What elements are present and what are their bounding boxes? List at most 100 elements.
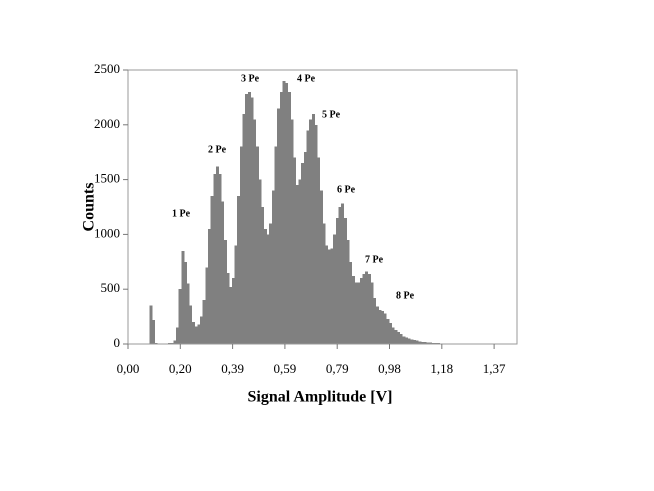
bar — [173, 340, 177, 344]
peak-annotation: 6 Pe — [337, 184, 356, 195]
bar — [431, 342, 435, 344]
plot-frame — [127, 69, 518, 345]
bar — [245, 94, 249, 344]
bar — [383, 313, 387, 344]
bar — [397, 331, 401, 344]
bar — [330, 248, 334, 344]
bar — [231, 278, 235, 344]
bar — [213, 174, 217, 344]
bar — [223, 239, 227, 344]
bar — [319, 190, 323, 344]
bar — [290, 119, 294, 344]
bar — [365, 271, 369, 344]
bar — [394, 329, 398, 344]
bar — [335, 217, 339, 344]
bar — [426, 342, 430, 344]
bar — [255, 146, 259, 344]
bar — [229, 287, 233, 344]
bar — [295, 185, 299, 344]
bar — [210, 196, 214, 344]
bar — [367, 273, 371, 344]
bar — [247, 91, 251, 344]
bar — [415, 340, 419, 344]
bar — [149, 305, 153, 344]
bar — [261, 207, 265, 344]
bar — [207, 228, 211, 344]
bar — [381, 311, 385, 344]
bar — [357, 282, 361, 344]
y-tick-label: 2000 — [94, 116, 120, 131]
bar — [391, 327, 395, 344]
bar — [314, 124, 318, 344]
bar — [407, 338, 411, 344]
bar — [239, 146, 243, 344]
bar — [242, 113, 246, 344]
bar — [402, 336, 406, 344]
peak-annotation: 1 Pe — [172, 208, 191, 219]
bar — [311, 113, 315, 344]
peak-annotation: 8 Pe — [396, 290, 415, 301]
bar — [274, 146, 278, 344]
bar — [237, 196, 241, 344]
bar — [346, 239, 350, 344]
x-tick-label: 0,39 — [221, 361, 244, 376]
bar — [386, 318, 390, 344]
x-tick-label: 0,00 — [117, 361, 140, 376]
x-tick-label: 0,79 — [326, 361, 349, 376]
x-tick-label: 0,59 — [274, 361, 297, 376]
bar — [215, 166, 219, 344]
peak-annotation: 5 Pe — [322, 109, 341, 120]
bar — [277, 108, 281, 344]
bar — [282, 80, 286, 345]
bar — [191, 322, 195, 344]
bar — [154, 342, 158, 344]
bar — [285, 83, 289, 344]
bar — [306, 130, 310, 344]
bar — [205, 267, 209, 344]
x-tick-label: 1,18 — [430, 361, 453, 376]
bar — [258, 179, 262, 344]
bar — [298, 179, 302, 344]
x-axis-title: Signal Amplitude [V] — [248, 389, 393, 406]
bar — [250, 97, 254, 345]
bar — [269, 223, 273, 344]
bar — [189, 305, 193, 344]
x-tick-label: 0,98 — [378, 361, 401, 376]
x-tick-label: 0,20 — [169, 361, 192, 376]
bar — [279, 91, 283, 344]
bar — [197, 324, 201, 344]
bar — [309, 119, 313, 344]
bar — [194, 326, 198, 344]
bar — [221, 201, 225, 344]
x-tick-label: 1,37 — [483, 361, 506, 376]
bar — [175, 327, 179, 344]
bar — [181, 250, 185, 344]
y-tick-label: 1500 — [94, 171, 120, 186]
y-tick-label: 1000 — [94, 225, 120, 240]
bar — [375, 306, 379, 344]
y-tick-label: 2500 — [94, 61, 120, 76]
bar — [362, 273, 366, 344]
bar — [263, 228, 267, 344]
bar — [413, 340, 417, 344]
bar — [354, 282, 358, 344]
bar — [399, 334, 403, 344]
bar — [218, 174, 222, 344]
y-axis-title: Counts — [81, 183, 98, 232]
bar — [322, 223, 326, 344]
bar — [418, 341, 422, 344]
bar — [423, 342, 427, 344]
bar — [343, 217, 347, 344]
bar — [271, 190, 275, 344]
bar — [349, 261, 353, 344]
bar — [301, 163, 305, 344]
peak-annotation: 4 Pe — [297, 73, 316, 84]
bar — [351, 276, 355, 344]
bar — [186, 283, 190, 344]
bar — [327, 249, 331, 344]
bar — [317, 157, 321, 344]
bar — [253, 119, 257, 344]
bar — [202, 300, 206, 344]
